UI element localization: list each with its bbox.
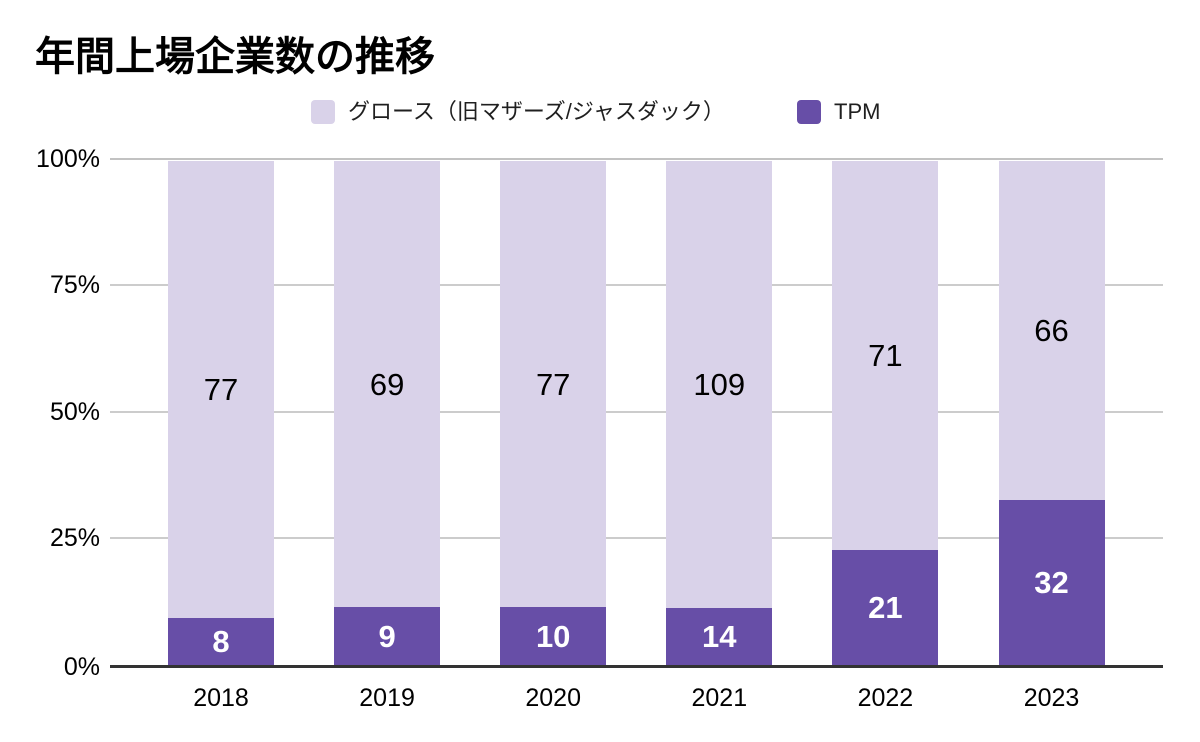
value-label-growth-2020: 77	[535, 366, 571, 402]
value-label-growth-2018: 77	[203, 372, 239, 407]
chart-title: 年間上場企業数の推移	[35, 35, 435, 79]
legend-swatch-tpm-icon	[797, 100, 821, 124]
legend-label-tpm: TPM	[834, 99, 881, 124]
gridline-25	[110, 536, 1163, 539]
bar-segment-tpm-2019[interactable]: 9	[334, 607, 441, 665]
value-label-growth-2019: 69	[369, 366, 405, 402]
x-axis-label-2021: 2021	[691, 684, 748, 712]
bar-segment-tpm-2020[interactable]: 10	[500, 607, 607, 665]
value-label-tpm-2023: 32	[1034, 565, 1069, 600]
value-label-tpm-2018: 8	[212, 624, 230, 659]
x-axis-label-2018: 2018	[193, 684, 249, 712]
value-label-tpm-2020: 10	[535, 618, 571, 654]
x-axis-baseline	[110, 665, 1163, 668]
value-label-tpm-2021: 14	[702, 619, 737, 654]
value-label-growth-2023: 66	[1034, 313, 1069, 348]
y-axis-tick-0: 0%	[63, 652, 100, 681]
bar-segment-growth-2020[interactable]: 77	[500, 161, 607, 607]
bar-segment-growth-2019[interactable]: 69	[334, 161, 441, 607]
bar-segment-tpm-2018[interactable]: 8	[168, 618, 274, 665]
value-label-tpm-2019: 9	[378, 618, 396, 654]
value-label-growth-2022: 71	[868, 338, 903, 373]
y-axis-tick-25: 25%	[49, 523, 100, 552]
gridline-50	[110, 410, 1163, 413]
y-axis-tick-75: 75%	[49, 271, 100, 300]
bar-segment-tpm-2021[interactable]: 14	[666, 608, 773, 665]
legend-label-growth: グロース（旧マザーズ/ジャスダック）	[348, 99, 725, 124]
x-axis-label-2019: 2019	[359, 684, 415, 712]
gridline-75	[110, 284, 1163, 287]
x-axis-label-2023: 2023	[1023, 684, 1080, 712]
legend-item-tpm[interactable]: TPM	[797, 99, 880, 125]
y-axis-tick-50: 50%	[49, 397, 100, 426]
value-label-growth-2021: 109	[693, 367, 746, 402]
gridline-100	[110, 158, 1163, 160]
bar-segment-tpm-2022[interactable]: 21	[832, 550, 939, 665]
bar-segment-growth-2018[interactable]: 77	[168, 161, 274, 618]
value-label-tpm-2022: 21	[868, 590, 903, 625]
bar-segment-growth-2023[interactable]: 66	[998, 161, 1105, 500]
y-axis-tick-100: 100%	[36, 145, 100, 173]
legend-item-growth[interactable]: グロース（旧マザーズ/ジャスダック）	[311, 99, 725, 125]
bar-segment-growth-2022[interactable]: 71	[832, 161, 939, 550]
legend-swatch-growth-icon	[311, 100, 335, 124]
x-axis-label-2020: 2020	[525, 684, 581, 712]
x-axis-label-2022: 2022	[857, 684, 914, 712]
bar-segment-tpm-2023[interactable]: 32	[998, 500, 1105, 665]
bar-segment-growth-2021[interactable]: 109	[666, 161, 773, 608]
